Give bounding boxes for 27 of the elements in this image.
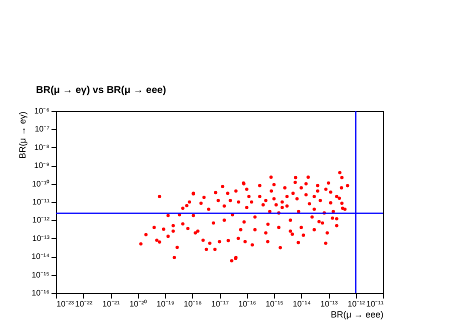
x-tick-label: 10⁻²² xyxy=(75,300,93,308)
x-axis-title: BR(μ → eee) xyxy=(330,310,384,320)
x-tick-label: 10⁻¹⁵ xyxy=(266,300,284,308)
y-tick-label: 10⁻¹⁶ xyxy=(32,288,50,298)
y-axis-title: BR(μ → eγ) xyxy=(18,112,28,159)
x-tick-label: 10⁻¹² xyxy=(348,300,366,308)
x-tick-label: 10⁻²³ xyxy=(56,300,74,308)
y-tick-label: 10⁻¹⁵ xyxy=(32,270,50,280)
x-tick-label: 10⁻²⁰ xyxy=(129,300,148,308)
y-tick-label: 10⁻¹² xyxy=(32,216,50,225)
y-tick-label: 10⁻¹³ xyxy=(32,234,50,243)
chart-title: BR(μ → eγ) vs BR(μ → eee) xyxy=(36,85,166,96)
y-tick-label: 10⁻¹¹ xyxy=(32,198,50,206)
y-tick-label: 10⁻¹⁰ xyxy=(32,179,50,188)
x-tick-label: 10⁻¹⁷ xyxy=(211,300,229,308)
x-tick-label: 10⁻¹⁴ xyxy=(292,300,312,308)
x-tick-label: 10⁻¹⁸ xyxy=(184,300,202,308)
y-tick-label: 10⁻¹⁴ xyxy=(32,252,50,262)
y-tick-label: 10⁻⁶ xyxy=(34,106,50,116)
y-tick-label: 10⁻⁹ xyxy=(34,161,50,170)
x-tick-label: 10⁻¹³ xyxy=(320,300,338,308)
x-tick-label: 10⁻¹¹ xyxy=(366,300,384,308)
x-tick-label: 10⁻¹⁶ xyxy=(238,300,256,308)
y-tick-label: 10⁻⁷ xyxy=(34,124,50,134)
x-tick-label: 10⁻²¹ xyxy=(102,300,120,308)
y-tick-label: 10⁻⁸ xyxy=(34,142,50,152)
x-tick-label: 10⁻¹⁹ xyxy=(156,300,174,308)
